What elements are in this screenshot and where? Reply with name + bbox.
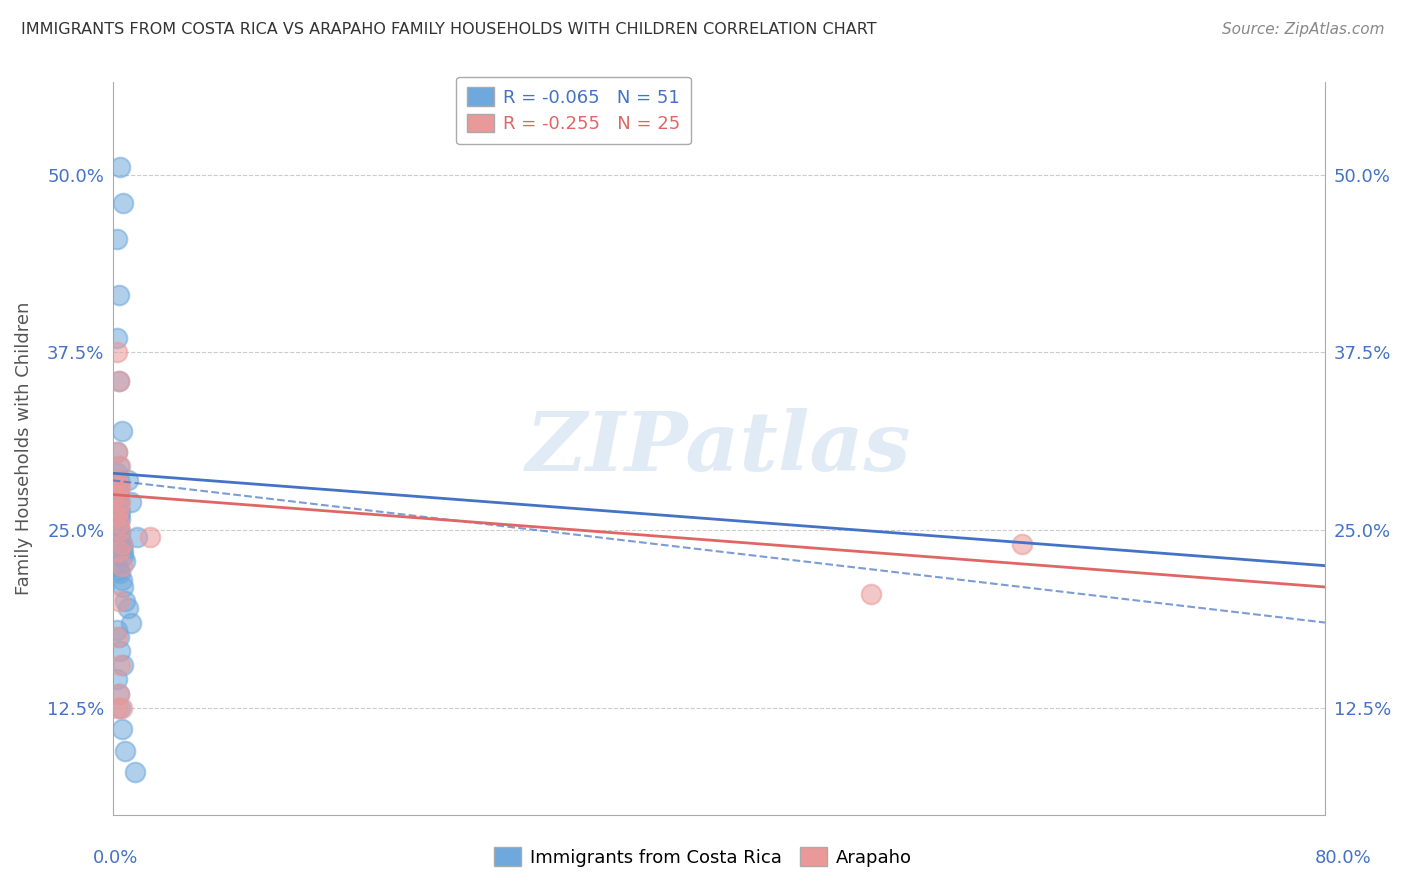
Point xyxy=(105,487,128,501)
Point xyxy=(107,374,129,388)
Point xyxy=(114,594,136,608)
Point xyxy=(105,445,128,459)
Point xyxy=(105,480,128,494)
Point xyxy=(105,630,128,644)
Point xyxy=(107,474,129,488)
Point xyxy=(112,549,135,563)
Point xyxy=(105,467,128,481)
Point xyxy=(108,644,131,658)
Point xyxy=(108,701,131,715)
Point xyxy=(111,540,134,554)
Point xyxy=(107,508,129,523)
Legend: Immigrants from Costa Rica, Arapaho: Immigrants from Costa Rica, Arapaho xyxy=(486,840,920,874)
Point xyxy=(105,491,128,505)
Point xyxy=(114,554,136,568)
Point xyxy=(107,516,129,530)
Point xyxy=(107,563,129,577)
Point xyxy=(107,501,129,516)
Point xyxy=(114,743,136,757)
Point xyxy=(111,558,134,573)
Point xyxy=(108,533,131,547)
Point xyxy=(111,424,134,438)
Point xyxy=(107,687,129,701)
Point xyxy=(105,331,128,345)
Text: 80.0%: 80.0% xyxy=(1315,849,1371,867)
Point xyxy=(108,161,131,175)
Point xyxy=(112,580,135,594)
Point xyxy=(105,231,128,245)
Point xyxy=(107,523,129,537)
Point xyxy=(117,601,139,615)
Point xyxy=(111,537,134,551)
Point xyxy=(107,687,129,701)
Point xyxy=(107,484,129,499)
Legend: R = -0.065   N = 51, R = -0.255   N = 25: R = -0.065 N = 51, R = -0.255 N = 25 xyxy=(456,77,690,145)
Point xyxy=(107,594,129,608)
Text: ZIPatlas: ZIPatlas xyxy=(526,409,911,488)
Y-axis label: Family Households with Children: Family Households with Children xyxy=(15,301,32,595)
Point xyxy=(112,196,135,211)
Point xyxy=(108,658,131,673)
Point xyxy=(107,374,129,388)
Point xyxy=(108,505,131,519)
Point xyxy=(107,288,129,302)
Text: IMMIGRANTS FROM COSTA RICA VS ARAPAHO FAMILY HOUSEHOLDS WITH CHILDREN CORRELATIO: IMMIGRANTS FROM COSTA RICA VS ARAPAHO FA… xyxy=(21,22,877,37)
Point xyxy=(105,474,128,488)
Point xyxy=(111,573,134,587)
Point xyxy=(139,530,162,544)
Point xyxy=(108,512,131,526)
Point xyxy=(120,494,142,508)
Point xyxy=(112,658,135,673)
Point xyxy=(105,701,128,715)
Point xyxy=(105,516,128,530)
Point xyxy=(105,673,128,687)
Point xyxy=(108,494,131,508)
Point xyxy=(107,501,129,516)
Point xyxy=(107,520,129,534)
Point xyxy=(105,445,128,459)
Point xyxy=(105,558,128,573)
Point xyxy=(105,508,128,523)
Point xyxy=(107,530,129,544)
Point xyxy=(108,459,131,474)
Point xyxy=(108,480,131,494)
Point xyxy=(117,474,139,488)
Point xyxy=(107,494,129,508)
Point xyxy=(125,530,148,544)
Point xyxy=(859,587,882,601)
Point xyxy=(112,544,135,558)
Point xyxy=(108,566,131,580)
Point xyxy=(124,764,146,779)
Point xyxy=(120,615,142,630)
Point xyxy=(111,723,134,737)
Text: 0.0%: 0.0% xyxy=(93,849,138,867)
Point xyxy=(107,544,129,558)
Point xyxy=(1011,537,1033,551)
Point xyxy=(108,523,131,537)
Point xyxy=(111,701,134,715)
Point xyxy=(108,526,131,541)
Point xyxy=(111,537,134,551)
Point xyxy=(105,345,128,359)
Text: Source: ZipAtlas.com: Source: ZipAtlas.com xyxy=(1222,22,1385,37)
Point xyxy=(107,480,129,494)
Point xyxy=(107,630,129,644)
Point xyxy=(107,459,129,474)
Point xyxy=(105,623,128,637)
